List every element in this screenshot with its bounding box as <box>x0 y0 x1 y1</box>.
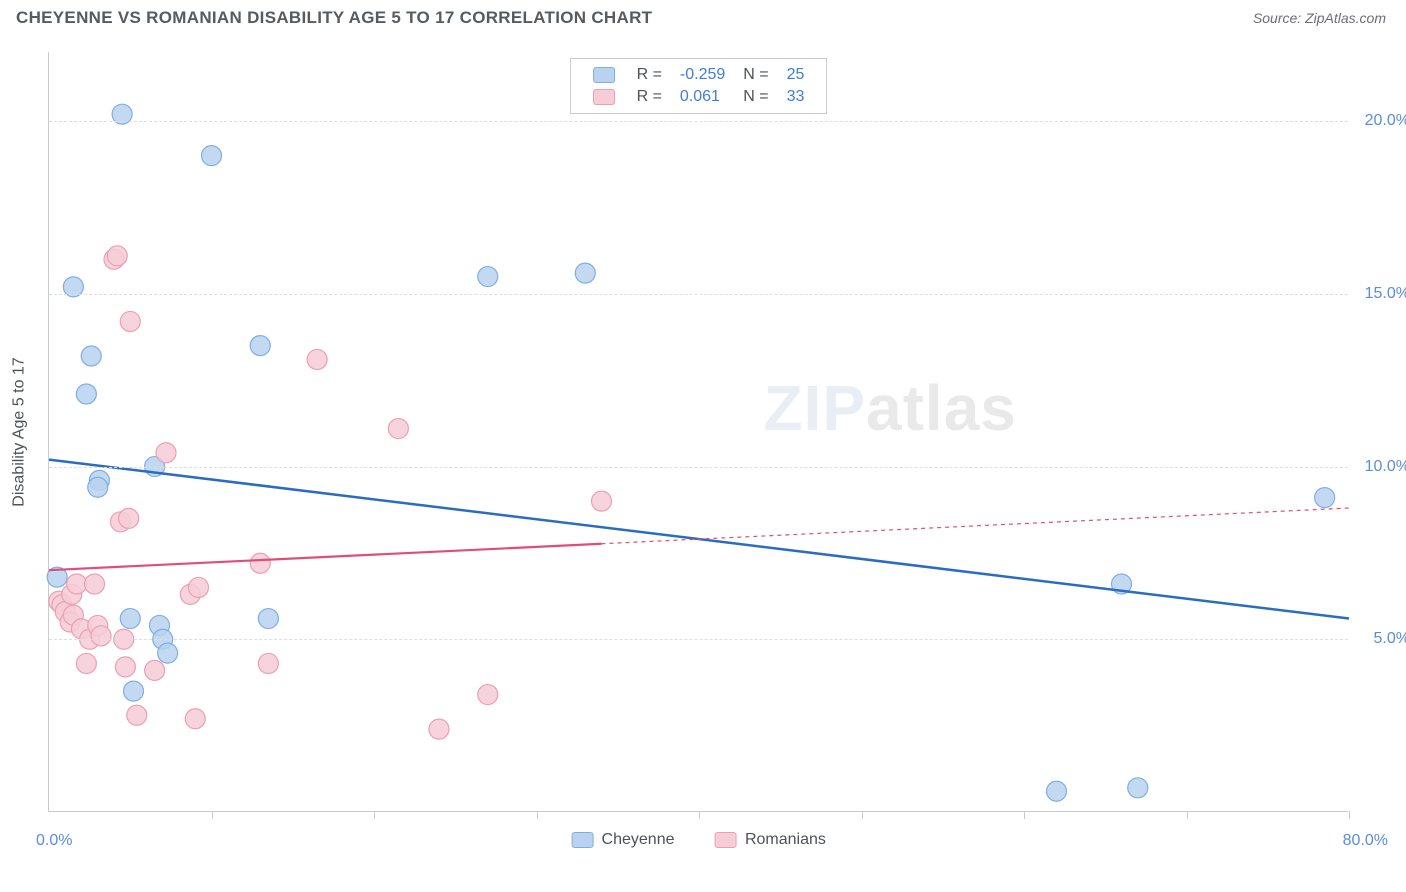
y-tick-label: 20.0% <box>1355 112 1406 130</box>
gridline <box>49 639 1348 640</box>
y-tick-label: 10.0% <box>1355 458 1406 476</box>
header: CHEYENNE VS ROMANIAN DISABILITY AGE 5 TO… <box>0 0 1406 36</box>
y-tick-label: 15.0% <box>1355 285 1406 303</box>
x-tick <box>1349 811 1350 819</box>
gridline <box>49 294 1348 295</box>
legend-label: Romanians <box>745 831 826 848</box>
y-axis-label-wrap: Disability Age 5 to 17 <box>10 52 30 812</box>
x-tick <box>212 811 213 819</box>
gridline <box>49 467 1348 468</box>
swatch-cheyenne <box>571 832 593 848</box>
chart-area: ZIPatlas R =-0.259 N =25 R =0.061 N =33 … <box>48 52 1348 812</box>
x-tick <box>862 811 863 819</box>
chart-title: CHEYENNE VS ROMANIAN DISABILITY AGE 5 TO… <box>16 8 652 28</box>
y-tick-label: 5.0% <box>1355 630 1406 648</box>
source-label: Source: ZipAtlas.com <box>1253 10 1386 26</box>
legend-item: Romanians <box>715 831 826 849</box>
y-axis-label: Disability Age 5 to 17 <box>11 357 29 506</box>
swatch-romanians <box>715 832 737 848</box>
x-tick <box>699 811 700 819</box>
x-tick <box>374 811 375 819</box>
x-max-label: 80.0% <box>1343 832 1388 850</box>
x-min-label: 0.0% <box>36 832 72 850</box>
scatter-plot <box>49 52 1348 811</box>
x-tick <box>537 811 538 819</box>
legend-series: Cheyenne Romanians <box>571 831 826 849</box>
gridline <box>49 121 1348 122</box>
legend-label: Cheyenne <box>602 831 675 848</box>
x-tick <box>1024 811 1025 819</box>
legend-item: Cheyenne <box>571 831 674 849</box>
x-tick <box>1187 811 1188 819</box>
